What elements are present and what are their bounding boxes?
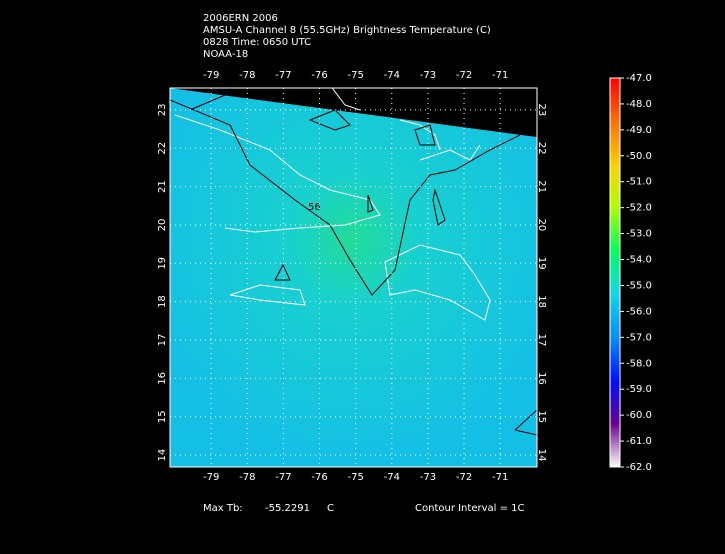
lon-tick-label: -79 [203,472,219,483]
lat-tick-label: 22 [536,142,547,155]
header-line: 2006ERN 2006 [203,13,278,24]
no-data [170,88,537,137]
lon-tick-label: -74 [384,70,400,81]
colorbar-label: -56.0 [626,306,652,317]
lon-tick-label: -71 [492,70,508,81]
lon-tick-label: -73 [420,472,436,483]
header-line: 0828 Time: 0650 UTC [203,37,311,48]
lat-tick-label: 15 [536,410,547,423]
lat-tick-label: 20 [536,219,547,232]
colorbar-label: -53.0 [626,229,652,240]
colorbar-label: -51.0 [626,177,652,188]
lat-tick-label: 21 [157,180,168,193]
colorbar-label: -50.0 [626,151,652,162]
lon-tick-label: -71 [492,472,508,483]
lat-tick-label: 23 [536,103,547,116]
map-frame [169,87,538,468]
temperature-field [170,88,537,467]
lat-tick-label: 19 [536,257,547,270]
lat-tick-label: 14 [536,449,547,462]
lat-tick-label: 22 [157,142,168,155]
lat-tick-label: 17 [536,334,547,347]
colorbar-label: -49.0 [626,125,652,136]
header-line: NOAA-18 [203,49,248,60]
colorbar-label: -57.0 [626,332,652,343]
map [170,88,537,467]
max-label: Max Tb: [203,503,243,514]
lon-tick-label: -77 [275,70,291,81]
lat-tick-label: 20 [157,219,168,232]
header: 2006ERN 2006 AMSU-A Channel 8 (55.5GHz) … [203,13,491,60]
lat-tick-label: 19 [157,257,168,270]
colorbar-label: -48.0 [626,99,652,110]
lon-tick-label: -77 [275,472,291,483]
lon-tick-label: -72 [456,472,472,483]
footer: Max Tb: -55.2291 C Contour Interval = 1C [203,503,525,514]
colorbar-label: -54.0 [626,255,652,266]
lat-tick-label: 23 [157,103,168,116]
lat-tick-label: 21 [536,180,547,193]
colorbar-label: -60.0 [626,410,652,421]
lat-tick-label: 17 [157,334,168,347]
contour-label: 56 [308,202,321,213]
lat-tick-label: 18 [536,295,547,308]
colorbar-label: -52.0 [626,203,652,214]
lon-tick-label: -76 [311,472,327,483]
lat-tick-label: 14 [157,449,168,462]
colorbar-label: -62.0 [626,462,652,473]
lat-tick-label: 15 [157,410,168,423]
lon-tick-label: -75 [347,472,363,483]
contour-interval: Contour Interval = 1C [415,503,525,514]
lat-tick-label: 18 [157,295,168,308]
colorbar-label: -61.0 [626,436,652,447]
lat-tick-label: 16 [157,372,168,385]
lon-tick-label: -78 [239,70,255,81]
lon-tick-label: -76 [311,70,327,81]
colorbar-label: -55.0 [626,280,652,291]
colorbar-label: -58.0 [626,358,652,369]
lon-tick-label: -72 [456,70,472,81]
lon-tick-label: -75 [347,70,363,81]
colorbar-label: -47.0 [626,73,652,84]
max-value: -55.2291 [265,503,310,514]
colorbar-label: -59.0 [626,384,652,395]
contour [170,94,537,436]
header-line: AMSU-A Channel 8 (55.5GHz) Brightness Te… [203,25,491,36]
lon-tick-label: -78 [239,472,255,483]
lon-tick-label: -73 [420,70,436,81]
max-unit: C [327,503,334,514]
colorbar [609,77,621,468]
lon-tick-label: -79 [203,70,219,81]
lon-tick-label: -74 [384,472,400,483]
lat-tick-label: 16 [536,372,547,385]
